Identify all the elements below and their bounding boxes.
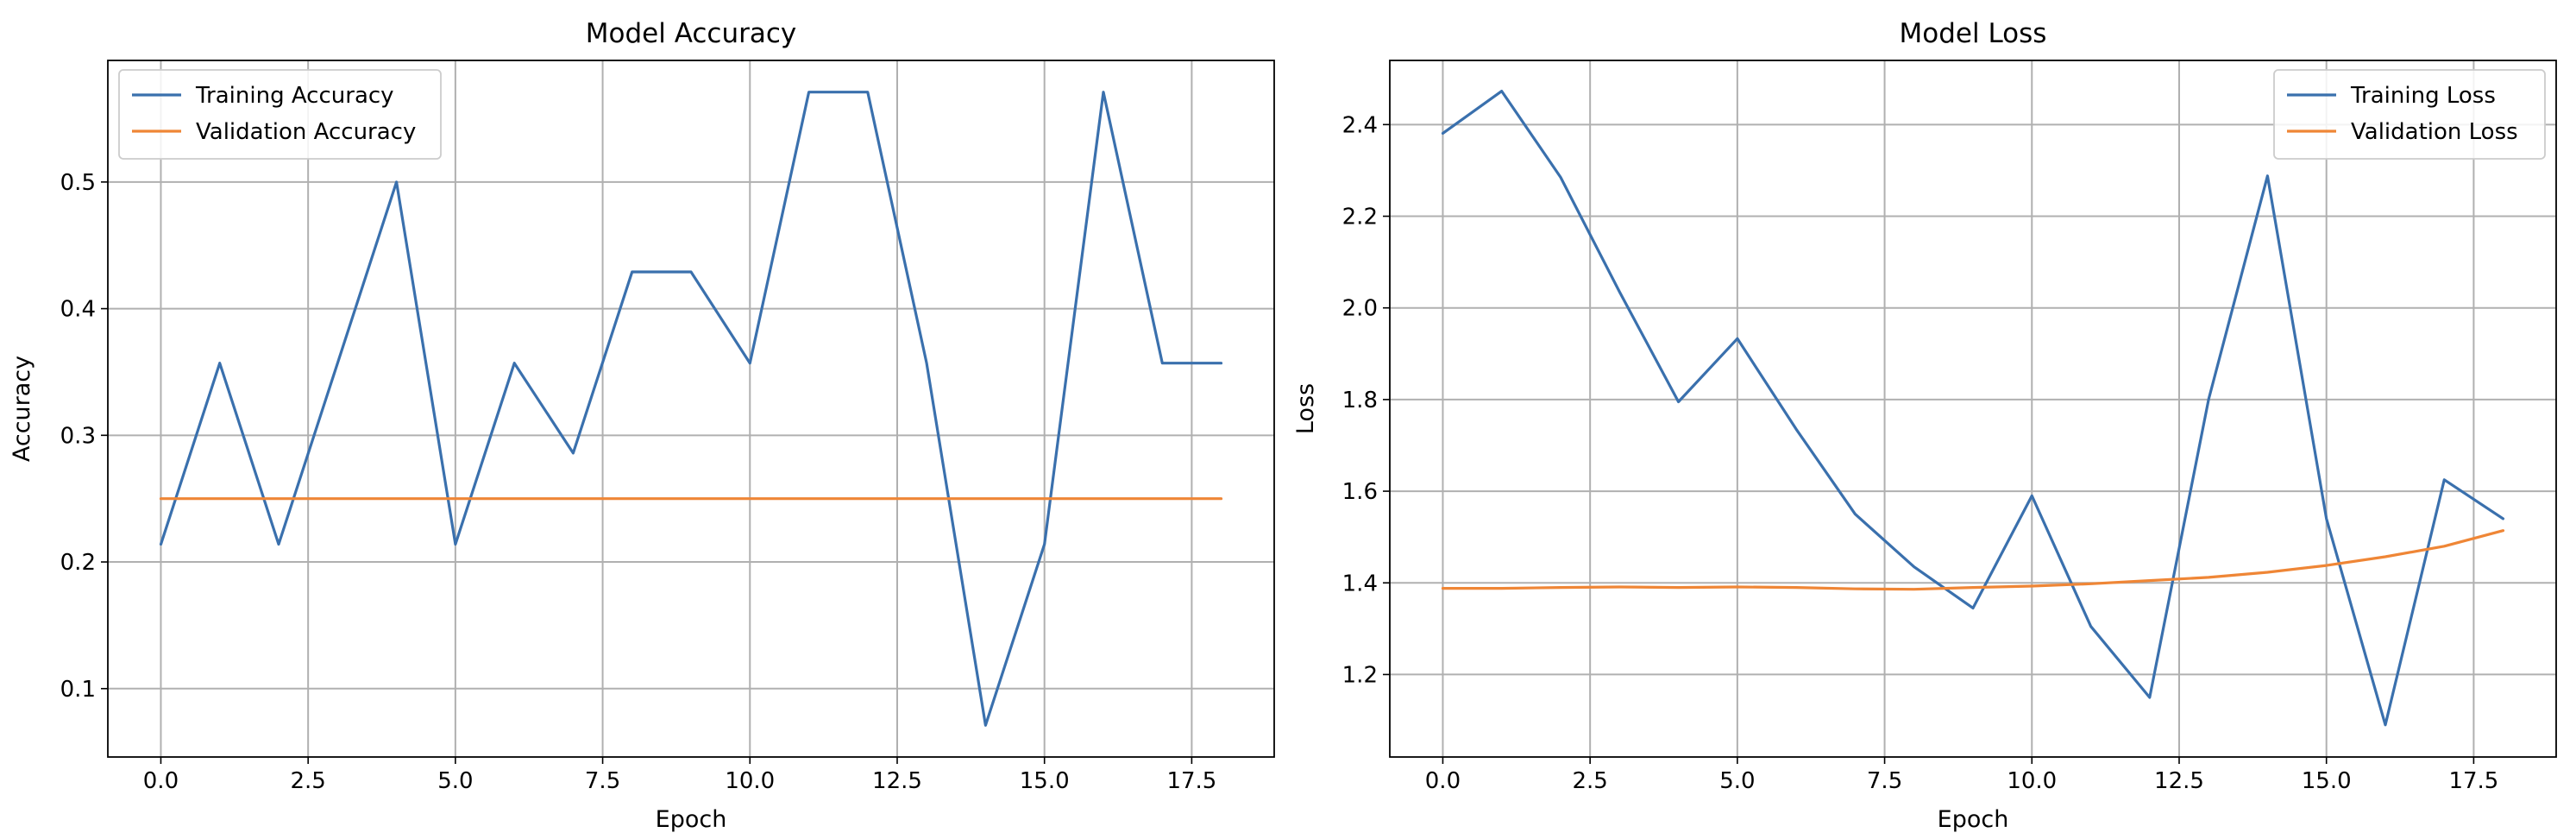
accuracy-chart: 0.0 2.5 5.0 7.5 10.0 12.5 15.0 17.5 0.1 0.2 0.3 0.4…	[9, 18, 1275, 833]
y-tick-label: 0.3	[60, 423, 96, 449]
loss-chart: 0.0 2.5 5.0 7.5 10.0 12.5 15.0 17.5 1.2 1.4 1.6 1.8…	[1292, 18, 2557, 833]
loss-chart-title: Model Loss	[1900, 18, 2047, 49]
loss-y-axis-label: Loss	[1292, 383, 1319, 434]
x-tick-label: 12.5	[872, 768, 922, 794]
training-accuracy-line	[159, 91, 1223, 727]
loss-grid	[1390, 60, 2556, 757]
y-tick-label: 0.4	[60, 297, 96, 323]
x-tick-label: 17.5	[1166, 768, 1216, 794]
legend-label: Validation Loss	[2351, 119, 2518, 145]
y-tick-label: 1.2	[1342, 662, 1378, 688]
y-tick-label: 2.0	[1342, 296, 1378, 322]
x-tick-label: 10.0	[725, 768, 775, 794]
x-tick-label: 5.0	[1719, 768, 1755, 794]
accuracy-y-axis-label: Accuracy	[9, 356, 35, 462]
y-tick-label: 0.2	[60, 550, 96, 576]
loss-legend: Training Loss Validation Loss	[2273, 69, 2546, 160]
y-tick-label: 1.4	[1342, 571, 1378, 596]
x-tick-label: 5.0	[437, 768, 473, 794]
x-tick-label: 2.5	[1572, 768, 1607, 794]
accuracy-grid	[108, 60, 1274, 757]
y-tick-label: 2.4	[1342, 112, 1378, 138]
x-tick-label: 17.5	[2448, 768, 2498, 794]
legend-frame	[2273, 69, 2546, 160]
legend-label: Training Accuracy	[195, 83, 394, 109]
y-tick-label: 2.2	[1342, 205, 1378, 230]
x-tick-label: 15.0	[2302, 768, 2352, 794]
x-tick-label: 0.0	[143, 768, 179, 794]
loss-x-axis-label: Epoch	[1938, 806, 2009, 833]
accuracy-x-axis-label: Epoch	[656, 806, 727, 833]
x-tick-label: 7.5	[585, 768, 620, 794]
accuracy-chart-title: Model Accuracy	[586, 18, 796, 49]
y-tick-label: 0.5	[60, 170, 96, 196]
y-tick-label: 0.1	[60, 677, 96, 703]
x-tick-label: 2.5	[290, 768, 325, 794]
legend-frame	[118, 69, 442, 160]
y-tick-label: 1.8	[1342, 388, 1378, 413]
x-tick-label: 0.0	[1425, 768, 1461, 794]
x-tick-label: 12.5	[2154, 768, 2204, 794]
x-tick-label: 15.0	[1020, 768, 1070, 794]
x-tick-label: 7.5	[1867, 768, 1902, 794]
accuracy-legend: Training Accuracy Validation Accuracy	[118, 69, 442, 160]
x-tick-label: 10.0	[2007, 768, 2057, 794]
y-tick-label: 1.6	[1342, 479, 1378, 505]
legend-label: Validation Accuracy	[196, 119, 416, 145]
validation-loss-line	[1441, 529, 2505, 591]
legend-label: Training Loss	[2350, 83, 2496, 109]
loss-plot-frame	[1389, 60, 2557, 758]
accuracy-plot-frame	[107, 60, 1275, 758]
training-loss-line	[1441, 89, 2505, 727]
